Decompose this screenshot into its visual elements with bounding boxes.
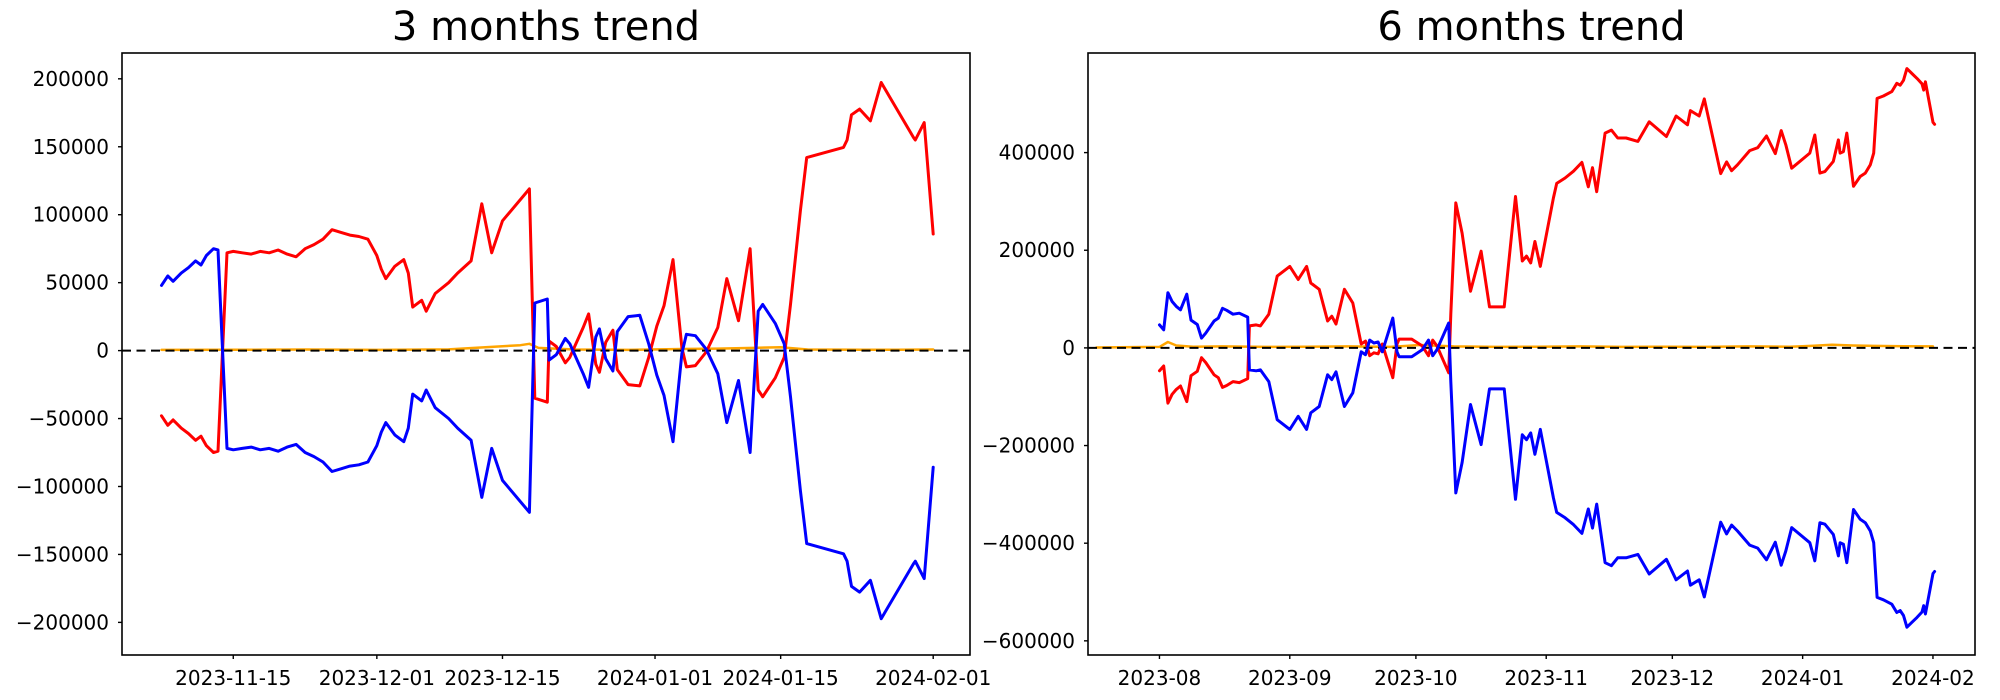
y-tick-label: 50000 bbox=[45, 271, 109, 295]
series-line-blue-trend bbox=[1158, 291, 1937, 629]
subplot-1: 400000 200000 0 −200000 −400000 −600000 2023-0… bbox=[982, 52, 1976, 690]
series-line-red-trend bbox=[160, 81, 935, 454]
x-tick-label: 2024-02-01 bbox=[875, 666, 991, 690]
x-tick-label: 2023-12-01 bbox=[319, 666, 435, 690]
y-tick-label: 0 bbox=[1062, 336, 1075, 360]
y-tick-label: −150000 bbox=[16, 542, 109, 566]
x-tick-label: 2023-12 bbox=[1631, 666, 1715, 690]
y-tick-label: −600000 bbox=[982, 629, 1075, 653]
x-tick-label: 2024-02 bbox=[1891, 666, 1975, 690]
x-tick-label: 2024-01-15 bbox=[723, 666, 839, 690]
x-tick-label: 2023-11-15 bbox=[175, 666, 291, 690]
x-tick-label: 2023-11 bbox=[1504, 666, 1588, 690]
y-tick-label: 0 bbox=[96, 339, 109, 363]
y-tick-label: 400000 bbox=[999, 141, 1075, 165]
y-tick-label: −200000 bbox=[982, 434, 1075, 458]
y-tick-label: −400000 bbox=[982, 531, 1075, 555]
y-tick-label: 150000 bbox=[33, 135, 109, 159]
y-tick-label: 200000 bbox=[999, 238, 1075, 262]
series-line-near-zero bbox=[1095, 340, 1935, 349]
series-line-blue-trend bbox=[160, 247, 935, 621]
y-tick-label: 200000 bbox=[33, 67, 109, 91]
axes-spines bbox=[1087, 52, 1976, 656]
x-tick-label: 2023-10 bbox=[1374, 666, 1458, 690]
axes-spines bbox=[121, 52, 971, 656]
x-tick-label: 2023-08 bbox=[1118, 666, 1202, 690]
y-tick-label: −200000 bbox=[16, 610, 109, 634]
y-tick-label: −100000 bbox=[16, 474, 109, 498]
series-line-red-trend bbox=[1158, 67, 1937, 405]
chart-title-6-months: 6 months trend bbox=[1377, 4, 1686, 50]
x-tick-label: 2024-01-01 bbox=[597, 666, 713, 690]
y-tick-label: 100000 bbox=[33, 203, 109, 227]
subplot-0: 200000 150000 100000 50000 0 −50000 −100000 −15… bbox=[16, 52, 991, 690]
y-tick-label: −50000 bbox=[29, 407, 109, 431]
chart-title-3-months: 3 months trend bbox=[391, 4, 701, 50]
x-tick-label: 2023-12-15 bbox=[444, 666, 560, 690]
x-tick-label: 2024-01 bbox=[1761, 666, 1845, 690]
x-tick-label: 2023-09 bbox=[1248, 666, 1332, 690]
